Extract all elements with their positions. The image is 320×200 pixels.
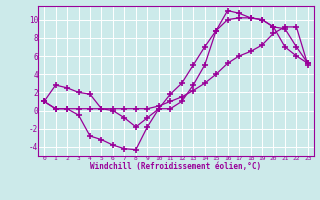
X-axis label: Windchill (Refroidissement éolien,°C): Windchill (Refroidissement éolien,°C) [91,162,261,171]
